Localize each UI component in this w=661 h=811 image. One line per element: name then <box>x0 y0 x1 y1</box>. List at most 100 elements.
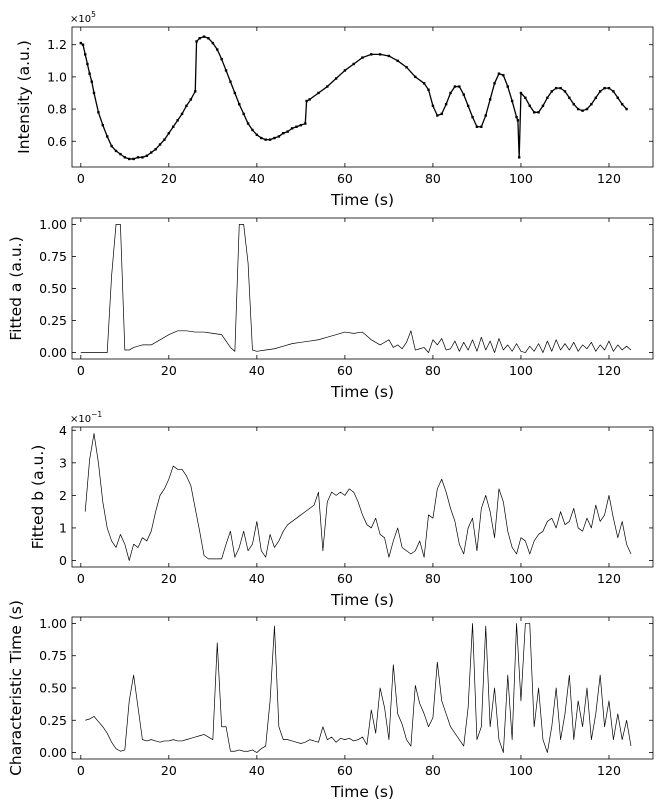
data-point <box>414 75 417 79</box>
data-point <box>79 41 83 45</box>
data-point <box>532 111 536 114</box>
x-tick-label: 0 <box>77 363 85 378</box>
y-tick-label: 0.6 <box>47 134 67 149</box>
y-axis-label: Characteristic Time (s) <box>7 600 25 776</box>
data-point <box>299 123 303 127</box>
data-point <box>462 93 465 96</box>
y-tick-label: 2 <box>59 488 67 503</box>
x-tick-label: 80 <box>425 571 441 586</box>
data-point <box>361 56 364 59</box>
x-tick-label: 0 <box>77 171 85 186</box>
data-point <box>493 82 496 85</box>
data-point <box>502 74 505 77</box>
y-axis-label: Intensity (a.u.) <box>15 40 33 154</box>
data-point <box>449 91 452 95</box>
data-point <box>163 138 166 141</box>
chart-panel-2: 0 20 40 60 80 100 120 0.00 0.25 0.50 0.75 1.00 Time … <box>7 217 654 401</box>
data-point <box>290 127 294 130</box>
data-point <box>546 96 549 100</box>
x-tick-label: 60 <box>337 363 353 378</box>
data-point <box>436 114 439 117</box>
axis-scale-label: ×10−1 <box>70 410 102 425</box>
data-point <box>585 107 589 111</box>
x-tick-label: 20 <box>161 571 177 586</box>
x-tick-label: 60 <box>337 763 353 778</box>
data-point <box>172 125 175 128</box>
data-point <box>180 112 184 116</box>
data-point <box>158 143 162 146</box>
data-point <box>119 152 122 156</box>
data-point <box>154 148 157 151</box>
data-point <box>286 130 289 133</box>
y-tick-label: 0 <box>59 553 67 568</box>
y-tick-label: 3 <box>59 455 67 470</box>
y-axis-label: Fitted a (a.u.) <box>7 236 25 340</box>
data-point <box>572 103 575 106</box>
data-point <box>305 99 308 103</box>
data-point <box>185 104 188 108</box>
data-point <box>559 86 562 90</box>
data-point <box>264 138 267 141</box>
data-point <box>378 53 382 56</box>
data-point <box>352 62 355 66</box>
data-point <box>466 104 470 108</box>
data-point <box>440 112 443 116</box>
data-point <box>598 90 602 93</box>
plot-frame <box>71 26 654 168</box>
data-point <box>268 138 272 141</box>
y-tick-label: 0.00 <box>39 345 67 360</box>
data-point <box>444 103 448 106</box>
x-tick-label: 20 <box>161 763 177 778</box>
x-axis-label: Time (s) <box>330 191 394 209</box>
data-point <box>211 41 215 45</box>
y-tick-label: 1.0 <box>47 69 67 84</box>
x-tick-label: 40 <box>249 363 265 378</box>
data-point <box>277 135 281 138</box>
data-point <box>370 53 373 56</box>
data-point <box>528 104 531 108</box>
x-axis-label: Time (s) <box>330 783 394 801</box>
data-point <box>517 156 521 159</box>
data-point <box>101 123 105 127</box>
y-tick-label: 0.75 <box>39 648 67 663</box>
data-point <box>616 96 619 100</box>
data-point <box>106 135 109 138</box>
x-tick-label: 20 <box>161 363 177 378</box>
axis-scale-label: ×105 <box>70 10 96 25</box>
data-point <box>295 125 298 128</box>
data-point <box>90 80 94 83</box>
data-point <box>537 111 540 114</box>
x-tick-label: 40 <box>249 571 265 586</box>
y-tick-label: 1 <box>59 520 67 535</box>
x-axis-label: Time (s) <box>330 591 394 609</box>
data-point <box>603 86 606 90</box>
data-point <box>246 122 250 125</box>
data-point <box>334 77 338 80</box>
y-tick-label: 0.50 <box>39 281 67 296</box>
data-point <box>590 103 593 106</box>
data-point <box>506 85 509 88</box>
x-tick-label: 0 <box>77 763 85 778</box>
data-point <box>202 35 206 38</box>
data-point <box>458 85 461 88</box>
x-tick-label: 100 <box>509 571 533 586</box>
axis-scale-exponent: 5 <box>91 10 96 19</box>
chart-panel-4: 0 20 40 60 80 100 120 0.00 0.25 0.50 0.75 1.00 Time … <box>7 600 654 801</box>
data-point <box>81 43 85 46</box>
y-tick-label: 0.8 <box>47 102 67 117</box>
data-point <box>405 66 408 69</box>
data-point <box>620 103 624 106</box>
data-point <box>568 96 571 100</box>
data-point <box>145 154 149 157</box>
data-point <box>453 85 457 88</box>
y-tick-label: 0.25 <box>39 713 67 728</box>
data-point <box>220 57 223 61</box>
y-tick-label: 1.00 <box>39 616 67 631</box>
data-point <box>422 82 426 85</box>
data-point <box>343 69 347 72</box>
x-tick-label: 40 <box>249 763 265 778</box>
data-point <box>167 132 171 135</box>
data-point <box>224 69 228 72</box>
x-tick-label: 80 <box>425 363 441 378</box>
